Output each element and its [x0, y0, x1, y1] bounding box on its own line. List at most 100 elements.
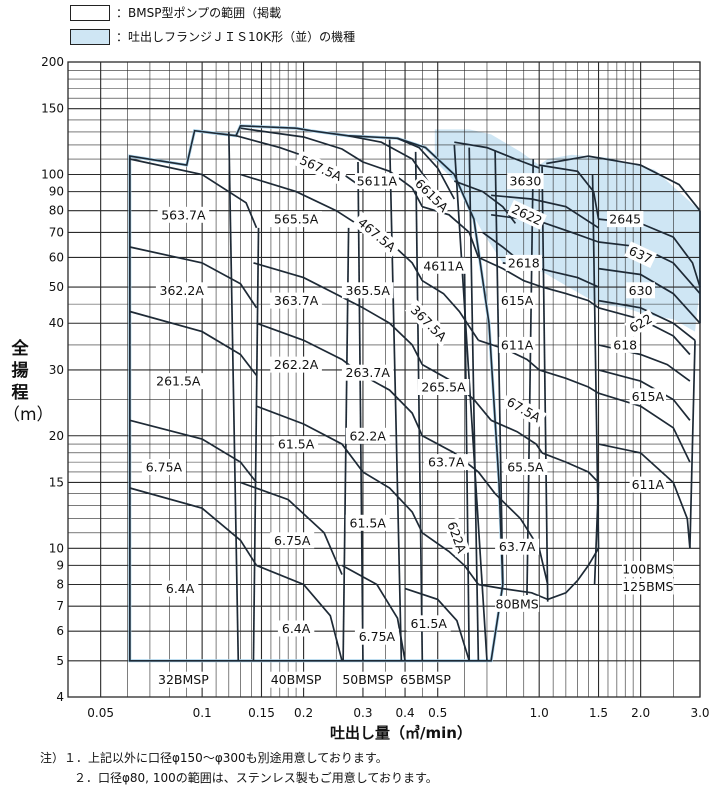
model-label-text: 61.5A	[278, 437, 315, 452]
model-label-background	[157, 671, 210, 688]
model-label-background	[274, 436, 319, 453]
model-label: 63.7A	[495, 538, 540, 555]
performance-curve	[598, 241, 701, 295]
y-tick-label: 20	[49, 429, 64, 443]
model-label-background	[399, 671, 452, 688]
range-divider-line	[453, 144, 488, 661]
model-label-background	[610, 336, 640, 353]
model-label-background	[500, 391, 547, 428]
x-tick-label: 0.4	[396, 706, 415, 720]
model-label-text: 61.5A	[350, 515, 387, 530]
performance-curve	[547, 547, 600, 601]
model-label-text: 261.5A	[156, 374, 201, 389]
model-label-background	[424, 454, 469, 471]
model-label-background	[270, 292, 322, 309]
y-axis-label: 全 揚 程 （m）	[3, 338, 54, 426]
model-label-text: 6.75A	[274, 533, 311, 548]
performance-curve	[129, 158, 258, 229]
model-label-text: 363.7A	[274, 293, 319, 308]
model-label-background	[354, 628, 399, 645]
model-label: 32BMSP	[157, 671, 210, 688]
model-label-background	[270, 211, 322, 228]
y-tick-label: 4	[56, 690, 64, 704]
performance-curve	[347, 134, 439, 196]
y-tick-label: 100	[41, 168, 64, 182]
model-label-text: 563.7A	[161, 207, 206, 222]
performance-curve	[598, 306, 691, 356]
performance-curve	[454, 141, 540, 169]
y-axis-unit: （m）	[3, 405, 54, 425]
model-label-text: 2645	[609, 212, 641, 227]
model-label-background	[507, 173, 544, 190]
performance-curve	[598, 392, 691, 463]
model-label: 61.5A	[274, 436, 319, 453]
model-label: 6.4A	[277, 620, 315, 637]
performance-curve	[397, 137, 456, 200]
x-tick-label: 0.2	[294, 706, 313, 720]
y-tick-label: 200	[41, 55, 64, 69]
model-label-text: 362.2A	[160, 283, 205, 298]
model-label-text: 630	[629, 283, 653, 298]
model-label-text: 3630	[509, 174, 541, 189]
performance-curve	[478, 256, 543, 288]
y-axis-label-char: 揚	[11, 361, 29, 381]
range-divider-line	[414, 151, 424, 661]
performance-curve	[482, 231, 516, 259]
y-tick-label: 9	[56, 558, 64, 572]
x-tick-label: 0.05	[87, 706, 114, 720]
model-label-background	[293, 150, 348, 186]
x-axis-label: 吐出し量（㎥/min）	[330, 724, 472, 742]
model-label-background	[624, 309, 658, 338]
performance-curve	[129, 310, 258, 376]
range-divider-line	[494, 150, 504, 585]
performance-curve	[538, 369, 599, 394]
plot-frame	[67, 61, 701, 698]
y-tick-label: 10	[49, 541, 64, 555]
model-label: 100BMS	[622, 561, 674, 577]
range-divider-line	[526, 159, 535, 595]
model-label-background	[404, 299, 453, 348]
model-label-background	[505, 254, 542, 271]
performance-curve	[478, 339, 540, 371]
performance-curve	[362, 471, 424, 534]
performance-curve	[598, 443, 691, 549]
x-tick-label: 0.5	[428, 706, 447, 720]
range-divider-line	[689, 340, 696, 549]
model-label: 262.2A	[270, 356, 322, 373]
performance-curve	[129, 246, 258, 309]
model-label: 6.75A	[354, 628, 399, 645]
performance-curve	[494, 493, 549, 585]
performance-curve	[129, 487, 258, 566]
model-label: 362.2A	[155, 282, 208, 299]
model-label-text: 40BMSP	[271, 672, 322, 687]
model-label-background	[141, 459, 186, 475]
y-tick-label: 70	[49, 225, 64, 239]
model-label: 565.5A	[270, 211, 322, 228]
model-label: 40BMSP	[270, 671, 322, 688]
performance-curve	[598, 299, 696, 341]
model-label-background	[629, 476, 666, 493]
model-label-text: 100BMS	[622, 562, 673, 577]
performance-curve	[240, 481, 343, 575]
model-label-text: 618	[613, 337, 637, 352]
x-tick-label: 1.0	[530, 706, 549, 720]
footnote-2: ２．口径φ80, 100の範囲は、ステンレス製もご用意しております。	[74, 771, 438, 785]
legend-label-range: ：BMSP型ポンプの範囲（掲載	[116, 6, 282, 20]
y-tick-label: 40	[49, 316, 64, 330]
performance-curve	[240, 173, 364, 229]
performance-curve	[421, 279, 480, 341]
model-label: 563.7A	[157, 206, 210, 223]
performance-curve	[256, 564, 343, 662]
model-label-text: 4611A	[423, 258, 464, 273]
model-label-text: 80BMS	[495, 596, 538, 611]
model-label-background	[152, 373, 205, 390]
y-axis-label-char: 全	[11, 339, 29, 359]
y-tick-label: 5	[56, 654, 64, 668]
model-label-text: 6.4A	[282, 621, 311, 636]
model-label-background	[421, 257, 466, 274]
model-label-background	[341, 364, 394, 381]
performance-curve	[253, 262, 364, 309]
model-label-text: 6.75A	[146, 460, 183, 475]
y-tick-label: 6	[56, 624, 64, 638]
